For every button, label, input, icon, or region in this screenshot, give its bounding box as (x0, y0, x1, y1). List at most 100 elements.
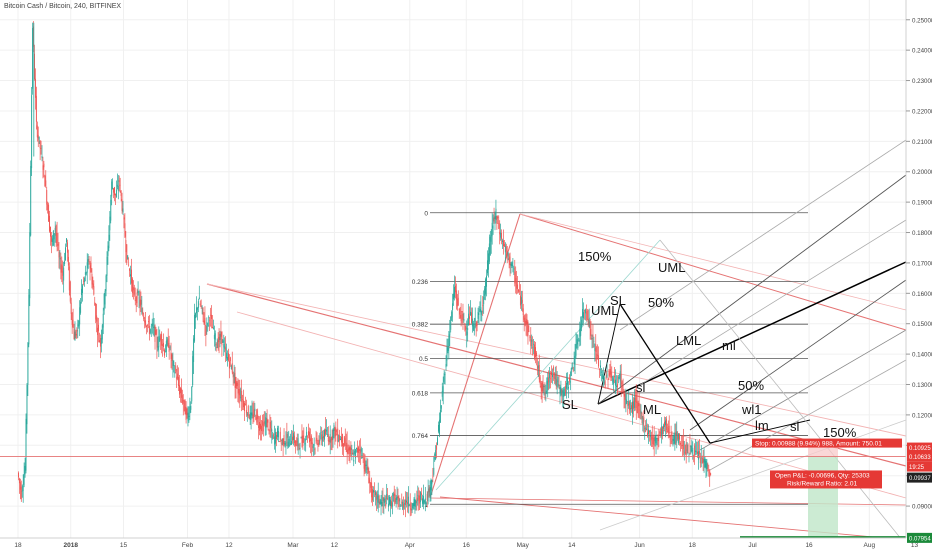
candle-body (406, 500, 407, 503)
candle-body (422, 498, 423, 504)
candle-body (555, 373, 557, 384)
candle-body (306, 431, 308, 438)
candle-body (147, 325, 148, 326)
candle-body (276, 435, 277, 440)
candle-body (551, 372, 552, 375)
candle-body (646, 428, 648, 430)
candle-body (207, 325, 209, 327)
candle-body (492, 225, 494, 229)
candle-body (135, 299, 137, 301)
candle-body (580, 324, 582, 336)
candle-body (686, 449, 688, 451)
black-lml (639, 219, 907, 386)
candle-body (561, 390, 563, 393)
candle-body (81, 288, 83, 296)
candle-body (148, 325, 150, 335)
candle-body (585, 312, 587, 314)
candle-body (404, 503, 406, 505)
candle-body (429, 487, 431, 497)
candle-body (438, 419, 440, 435)
candle-body (177, 373, 179, 379)
annotation-label: ML (643, 402, 661, 417)
candle-body (691, 449, 693, 452)
candle-body (261, 420, 263, 426)
fib-level-label: 0.5 (419, 356, 428, 363)
rr-label: Risk/Reward Ratio: 2.01 (787, 480, 857, 487)
candle-body (212, 327, 214, 329)
candle-body (489, 236, 491, 256)
candle-body (344, 438, 346, 446)
candle-body (436, 445, 438, 450)
candle-body (104, 290, 106, 305)
candle-body (497, 217, 499, 218)
candle-body (329, 434, 331, 443)
candle-body (495, 208, 497, 221)
black-outer-uml (619, 139, 907, 331)
candle-body (378, 495, 380, 503)
candle-body (120, 191, 122, 196)
candle-body (280, 443, 282, 444)
candle-body (626, 401, 628, 402)
candle-body (317, 443, 319, 446)
candle-body (341, 436, 342, 443)
candle-body (641, 412, 643, 419)
candle-body (467, 328, 469, 331)
black-lower-line (689, 279, 907, 431)
candle-body (581, 319, 583, 328)
candle-body (172, 360, 174, 366)
candle-body (562, 390, 564, 397)
candle-body (193, 338, 195, 363)
candle-body (241, 390, 243, 402)
candle-body (106, 256, 108, 276)
price-tag-box (907, 472, 932, 483)
candle-body (658, 435, 660, 439)
candle-body (656, 438, 658, 439)
candle-body (605, 376, 607, 380)
candle-body (173, 362, 175, 364)
candle-body (571, 363, 573, 369)
candle-body (223, 343, 225, 348)
candle-body (40, 147, 42, 149)
candle-body (602, 376, 604, 379)
candle-body (412, 503, 414, 509)
candle-body (128, 264, 130, 266)
candle-body (584, 309, 586, 314)
time-axis[interactable] (0, 538, 932, 550)
candle-body (28, 294, 30, 345)
candle-body (651, 437, 653, 439)
candle-body (112, 187, 114, 189)
candle-body (39, 141, 41, 149)
candle-body (96, 315, 98, 322)
candle-body (554, 377, 556, 379)
candle-body (234, 372, 236, 388)
candle-body (102, 313, 104, 328)
candle-body (629, 402, 631, 411)
candle-body (399, 508, 401, 510)
candle-body (633, 397, 635, 408)
candle-body (181, 395, 183, 403)
candle-body (273, 434, 275, 436)
candle-body (424, 498, 426, 504)
candle-body (383, 498, 385, 503)
candle-body (354, 450, 356, 454)
candle-body (474, 318, 476, 322)
candle-body (390, 501, 392, 507)
candle-body (397, 496, 399, 499)
candle-body (384, 498, 386, 503)
candle-body (672, 438, 674, 441)
target-zone (808, 456, 838, 538)
candle-body (671, 441, 673, 443)
candle-body (142, 311, 144, 315)
candle-body (544, 392, 546, 394)
candle-body (30, 165, 32, 236)
candle-body (281, 439, 283, 441)
candle-body (239, 389, 241, 399)
candle-body (600, 365, 601, 368)
candle-body (350, 447, 352, 450)
candle-body (157, 346, 159, 350)
teal-line (435, 239, 661, 491)
candle-body (328, 440, 330, 442)
candle-body (441, 391, 443, 397)
